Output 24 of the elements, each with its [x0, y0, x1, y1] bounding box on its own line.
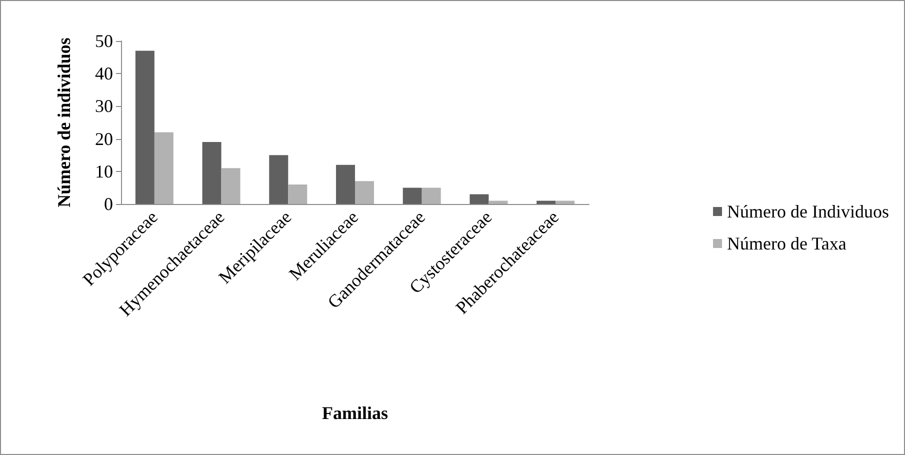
bar: [536, 200, 556, 204]
y-tick-label: 0: [104, 194, 113, 214]
y-axis-title: Número de individuos: [54, 38, 74, 208]
bar: [135, 50, 154, 204]
bar: [221, 168, 240, 204]
bar: [269, 155, 288, 204]
bar: [336, 164, 355, 204]
bar: [202, 142, 222, 204]
bar: [422, 188, 441, 204]
bar: [488, 200, 508, 204]
bar: [470, 194, 489, 204]
y-tick-label: 30: [95, 96, 113, 116]
y-tick-label: 50: [95, 31, 113, 51]
legend-label: Número de Taxa: [727, 234, 846, 254]
bar: [556, 200, 575, 204]
bar: [402, 188, 422, 204]
y-tick-label: 10: [95, 161, 113, 182]
y-tick-label: 40: [95, 64, 113, 84]
x-axis-title: Familias: [322, 403, 388, 423]
bar: [154, 132, 174, 204]
legend-label: Número de Individuos: [727, 202, 890, 222]
bar: [288, 184, 308, 204]
y-tick-label: 20: [95, 128, 113, 149]
bar: [355, 181, 374, 204]
